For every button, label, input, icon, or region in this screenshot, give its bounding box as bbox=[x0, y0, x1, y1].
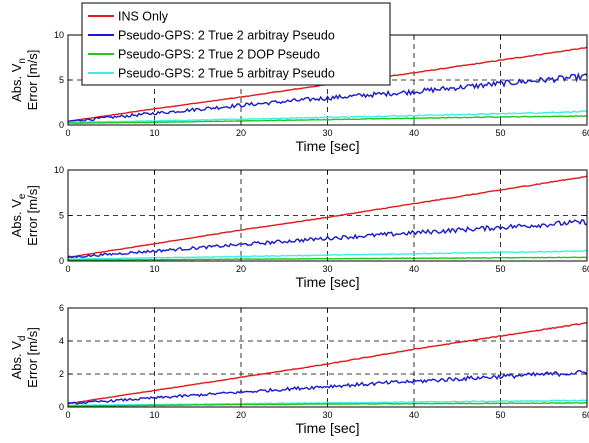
series-line bbox=[67, 219, 588, 259]
x-tick-label: 60 bbox=[582, 264, 589, 274]
chart-panel-3: 0 10 20 30 40 50 60 0 2 4 6 Time [sec] Abs. VdError … bbox=[9, 303, 589, 436]
x-axis-label: Time [sec] bbox=[295, 138, 359, 154]
y-tick-label: 10 bbox=[54, 30, 64, 40]
x-axis-label: Time [sec] bbox=[295, 420, 359, 436]
legend: INS Only Pseudo-GPS: 2 True 2 arbitray Ps… bbox=[81, 2, 391, 86]
y-tick-label: 2 bbox=[59, 369, 64, 379]
x-tick-label: 40 bbox=[409, 264, 419, 274]
chart-panel-2: 0 10 20 30 40 50 60 0 5 10 Time [sec] Abs. VeError … bbox=[9, 165, 589, 290]
series-line bbox=[67, 321, 588, 405]
series-line bbox=[67, 175, 588, 258]
y-axis-unit-label: Error [m/s] bbox=[25, 50, 40, 111]
y-axis-label: Abs. Vd bbox=[9, 336, 28, 380]
y-axis-unit-label: Error [m/s] bbox=[25, 327, 40, 388]
legend-label: INS Only bbox=[118, 10, 169, 24]
x-axis-label: Time [sec] bbox=[295, 274, 359, 290]
x-tick-label: 20 bbox=[236, 410, 246, 420]
y-axis-label: Abs. Vn bbox=[9, 58, 28, 102]
y-tick-label: 0 bbox=[59, 256, 64, 266]
legend-box bbox=[81, 2, 391, 86]
chart-panel-1: 0 10 20 30 40 50 60 0 5 10 Time [sec] Abs. VnError … bbox=[9, 2, 589, 154]
x-tick-label: 40 bbox=[409, 128, 419, 138]
x-tick-label: 30 bbox=[322, 264, 332, 274]
series-line bbox=[67, 370, 588, 405]
x-tick-label: 20 bbox=[236, 128, 246, 138]
y-axis-unit-label: Error [m/s] bbox=[25, 185, 40, 246]
x-tick-label: 10 bbox=[149, 410, 159, 420]
x-tick-label: 30 bbox=[322, 410, 332, 420]
y-tick-label: 5 bbox=[59, 211, 64, 221]
x-tick-label: 0 bbox=[65, 264, 70, 274]
y-axis-label: Abs. Ve bbox=[9, 193, 28, 237]
x-tick-label: 0 bbox=[65, 410, 70, 420]
x-tick-label: 50 bbox=[495, 264, 505, 274]
legend-label: Pseudo-GPS: 2 True 5 arbitray Pseudo bbox=[118, 67, 335, 81]
x-tick-label: 50 bbox=[495, 410, 505, 420]
y-tick-label: 0 bbox=[59, 402, 64, 412]
y-tick-label: 5 bbox=[59, 75, 64, 85]
y-tick-label: 6 bbox=[59, 303, 64, 313]
x-tick-label: 20 bbox=[236, 264, 246, 274]
series-line bbox=[67, 72, 588, 123]
y-tick-label: 4 bbox=[59, 336, 64, 346]
x-tick-label: 0 bbox=[65, 128, 70, 138]
x-tick-label: 50 bbox=[495, 128, 505, 138]
x-tick-label: 10 bbox=[149, 264, 159, 274]
x-tick-label: 60 bbox=[582, 128, 589, 138]
x-tick-label: 40 bbox=[409, 410, 419, 420]
legend-label: Pseudo-GPS: 2 True 2 DOP Pseudo bbox=[118, 48, 320, 62]
legend-label: Pseudo-GPS: 2 True 2 arbitray Pseudo bbox=[118, 29, 335, 43]
y-tick-label: 0 bbox=[59, 120, 64, 130]
y-tick-label: 10 bbox=[54, 165, 64, 175]
x-tick-label: 30 bbox=[322, 128, 332, 138]
x-tick-label: 60 bbox=[582, 410, 589, 420]
x-tick-label: 10 bbox=[149, 128, 159, 138]
